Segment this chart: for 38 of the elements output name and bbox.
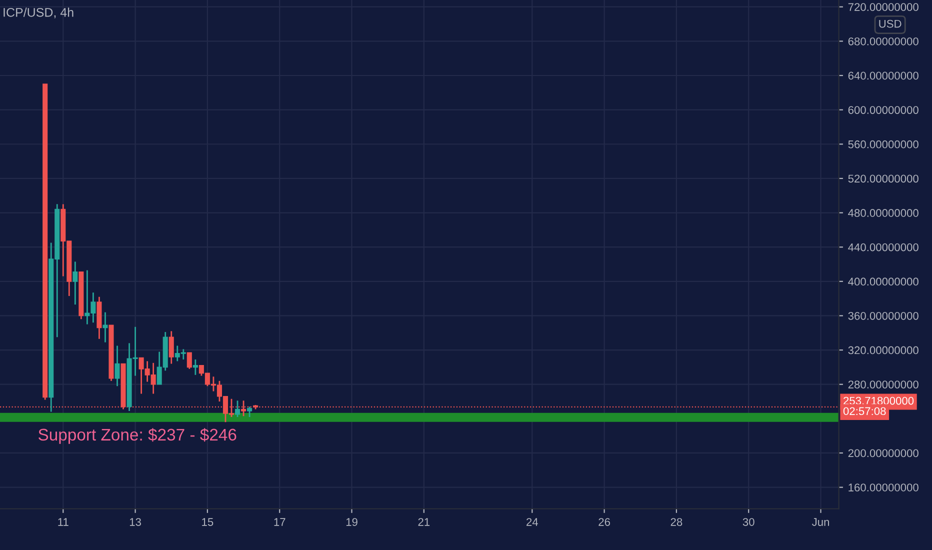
y-tick-label: 200.00000000 <box>848 449 918 458</box>
candlestick <box>247 406 252 418</box>
y-tick-label: 440.00000000 <box>848 243 918 252</box>
x-tick-label: 17 <box>274 518 286 526</box>
candlestick <box>186 352 192 370</box>
y-tick-label: 640.00000000 <box>848 72 918 80</box>
y-tick-label: 160.00000000 <box>848 484 918 492</box>
x-tick-label: 15 <box>202 518 214 526</box>
candlestick <box>168 330 174 364</box>
x-tick-label: 13 <box>130 518 141 526</box>
y-tick-label: 600.00000000 <box>848 106 918 114</box>
y-tick-label: 320.00000000 <box>848 346 918 354</box>
x-tick-label: 19 <box>346 518 358 526</box>
x-tick-label: 30 <box>742 518 754 526</box>
text: 02:57:08 <box>843 407 886 416</box>
x-tick-label: 28 <box>670 518 682 526</box>
y-tick-label: 400.00000000 <box>848 278 918 286</box>
y-tick-label: 280.00000000 <box>848 380 918 388</box>
y-tick-label: 480.00000000 <box>848 209 918 217</box>
candlestick <box>72 260 78 306</box>
candlestick <box>192 358 198 376</box>
candlestick <box>102 312 108 344</box>
band-label: Support Zone: $237 - $246 <box>38 428 236 444</box>
y-tick-label: 680.00000000 <box>848 37 918 46</box>
candlestick <box>114 345 120 387</box>
candlestick <box>234 400 240 418</box>
x-tick-label: 21 <box>418 518 430 526</box>
x-tick-label: Jun <box>812 518 829 526</box>
y-tick-label: 360.00000000 <box>848 312 918 320</box>
y-tick-label: 720.00000000 <box>848 3 918 11</box>
x-tick-label: 26 <box>598 518 610 526</box>
y-tick-label: 520.00000000 <box>848 174 918 183</box>
x-tick-label: 24 <box>526 518 538 526</box>
ref-line-label: 253.71800000 <box>844 396 914 405</box>
x-tick-label: 11 <box>58 518 68 526</box>
y-tick-label: 560.00000000 <box>848 140 918 148</box>
text: USD <box>879 20 902 28</box>
text: ICP/USD, 4h <box>4 8 74 18</box>
